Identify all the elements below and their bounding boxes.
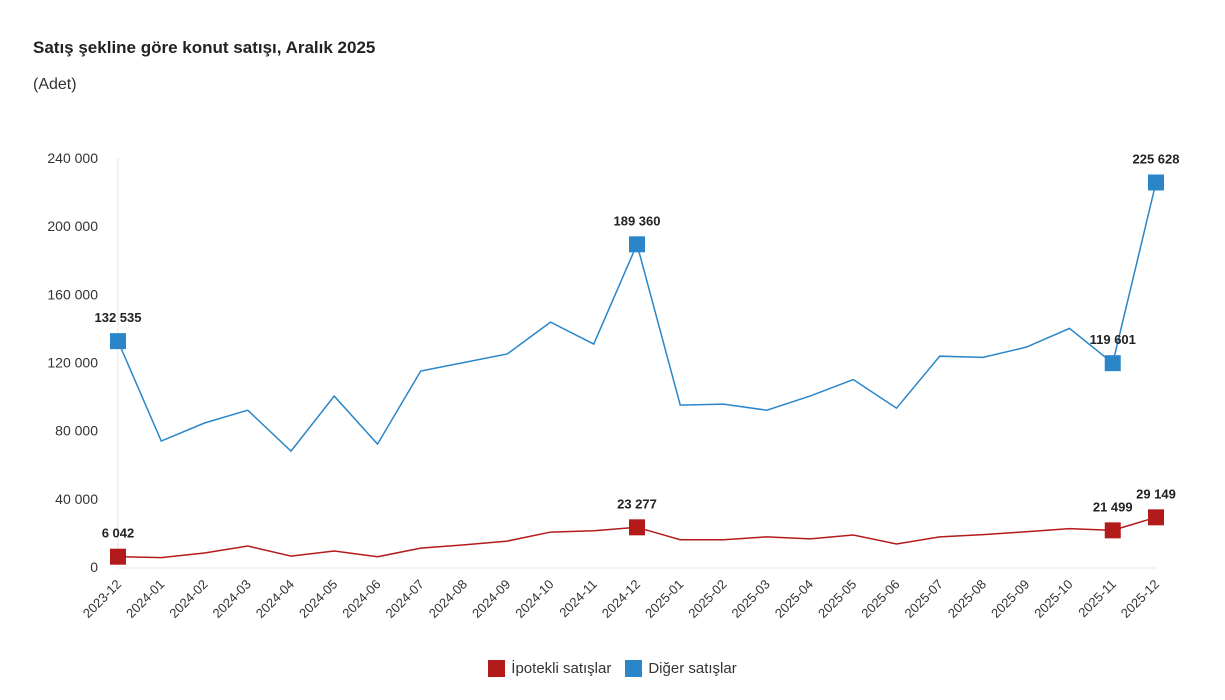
x-tick-label: 2025-06	[858, 577, 902, 621]
data-label: 6 042	[102, 526, 135, 541]
y-tick-label: 80 000	[55, 423, 98, 439]
data-label: 21 499	[1093, 499, 1133, 514]
legend-item-ipotekli[interactable]: İpotekli satışlar	[488, 660, 611, 677]
legend-swatch	[625, 660, 643, 677]
x-tick-label: 2025-01	[642, 577, 686, 621]
x-tick-label: 2024-10	[512, 577, 556, 621]
data-point-marker	[629, 236, 645, 253]
legend-label: Diğer satışlar	[648, 660, 737, 677]
data-point-marker	[1104, 355, 1121, 372]
x-tick-label: 2024-12	[599, 577, 643, 621]
x-tick-label: 2025-12	[1118, 577, 1162, 621]
data-point-marker	[1148, 509, 1164, 526]
x-tick-label: 2025-08	[945, 577, 989, 621]
legend-swatch	[488, 660, 506, 677]
x-tick-label: 2024-07	[383, 577, 427, 621]
x-tick-label: 2024-08	[426, 577, 470, 621]
x-tick-label: 2025-02	[685, 577, 729, 621]
x-tick-label: 2024-06	[339, 577, 383, 621]
x-tick-label: 2024-11	[556, 577, 600, 621]
data-point-marker	[629, 519, 645, 536]
x-tick-label: 2025-07	[902, 577, 946, 621]
data-label: 132 535	[95, 310, 142, 325]
data-label: 23 277	[617, 496, 657, 511]
y-tick-label: 120 000	[47, 355, 98, 371]
y-tick-label: 240 000	[47, 150, 98, 166]
x-tick-label: 2025-09	[988, 577, 1032, 621]
x-tick-label: 2024-05	[296, 577, 340, 621]
x-tick-label: 2024-03	[210, 577, 254, 621]
x-tick-label: 2025-10	[1031, 577, 1075, 621]
data-label: 225 628	[1133, 151, 1180, 166]
x-tick-label: 2024-01	[123, 577, 167, 621]
x-tick-label: 2025-03	[729, 577, 773, 621]
y-tick-label: 40 000	[55, 491, 98, 507]
legend-label: İpotekli satışlar	[511, 660, 612, 677]
data-point-marker	[110, 333, 126, 350]
y-tick-label: 160 000	[47, 286, 98, 302]
data-point-marker	[1148, 174, 1164, 191]
data-point-marker	[110, 548, 126, 565]
x-tick-label: 2025-11	[1075, 577, 1119, 621]
data-label: 29 149	[1136, 486, 1176, 501]
x-tick-label: 2025-04	[772, 577, 816, 621]
x-tick-label: 2025-05	[815, 577, 859, 621]
x-tick-label: 2024-09	[469, 577, 513, 621]
legend: İpotekli satışlar Diğer satışlar	[0, 660, 1225, 677]
x-tick-label: 2023-12	[80, 577, 124, 621]
x-tick-label: 2024-04	[253, 577, 297, 621]
chart-subtitle: (Adet)	[33, 76, 77, 93]
chart-title: Satış şekline göre konut satışı, Aralık …	[33, 38, 376, 57]
data-point-marker	[1104, 522, 1121, 539]
y-tick-label: 200 000	[47, 218, 98, 234]
data-label: 119 601	[1090, 332, 1136, 347]
y-tick-label: 0	[90, 559, 98, 575]
legend-item-diger[interactable]: Diğer satışlar	[625, 660, 737, 677]
x-tick-label: 2024-02	[166, 577, 210, 621]
data-label: 189 360	[614, 213, 661, 228]
